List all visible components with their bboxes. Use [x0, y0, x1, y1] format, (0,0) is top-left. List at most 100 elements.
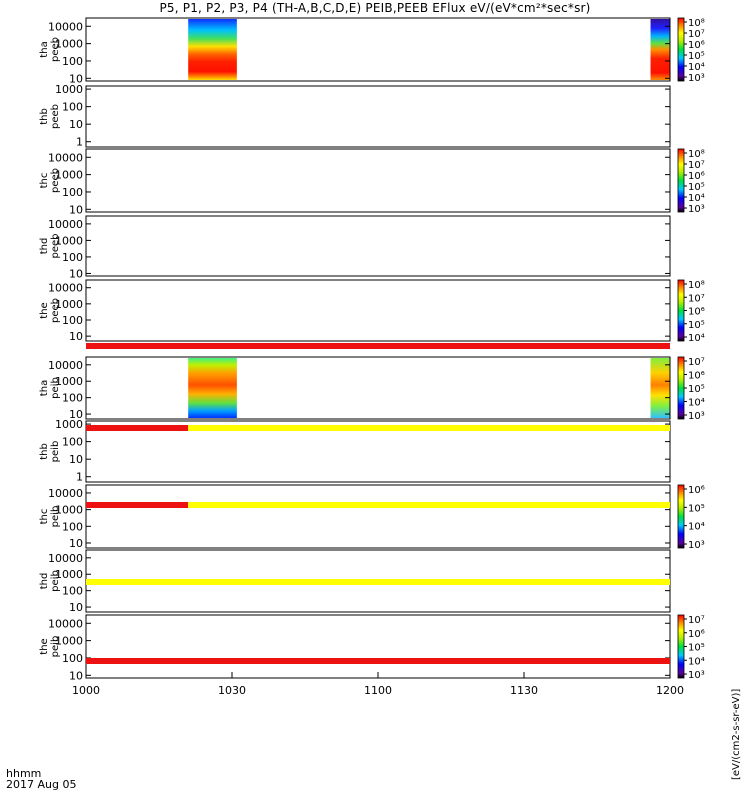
y-tick-label: 1000	[55, 375, 83, 388]
y-tick-label: 1	[76, 136, 83, 149]
colorbar-tick-label: 10⁴	[688, 656, 705, 667]
panel-probe-label: thd	[39, 573, 50, 590]
y-tick-label: 100	[62, 652, 83, 665]
panel-frame	[85, 420, 671, 483]
colorbar-tick-label: 10⁸	[688, 149, 705, 160]
panel-tha-peib: 10000 1000 100 10 tha peib 10⁷ 10⁶ 10⁵ 10⁴ 10³	[39, 356, 705, 422]
y-tick-label: 10000	[48, 20, 83, 33]
panel-product-label: peeb	[50, 298, 61, 323]
status-bar	[86, 343, 670, 349]
y-tick-label: 10000	[48, 552, 83, 565]
colorbar-tick-label: 10⁶	[688, 307, 705, 318]
colorbar-tick-label: 10⁴	[688, 398, 705, 409]
panel-product-label: peeb	[50, 37, 61, 62]
panel-frame	[85, 484, 671, 549]
panel-frame	[85, 215, 671, 277]
spectrogram-block	[188, 19, 237, 80]
colorbar-tick-label: 10⁴	[688, 522, 705, 533]
colorbar-tick-label: 10⁴	[688, 333, 705, 344]
colorbar-tick-label: 10⁷	[688, 293, 705, 304]
x-tick-label: 1200	[656, 684, 684, 697]
colorbar-tick-label: 10³	[688, 670, 705, 681]
panel-frame	[85, 279, 671, 342]
panel-probe-label: tha	[39, 41, 50, 57]
y-tick-label: 10000	[48, 151, 83, 164]
y-tick-label: 1000	[55, 568, 83, 581]
status-bar-segment	[86, 425, 189, 431]
y-tick-label: 10	[69, 72, 83, 85]
y-tick-label: 10000	[48, 487, 83, 500]
panel-frame	[85, 148, 671, 213]
y-tick-label: 10	[69, 601, 83, 614]
status-bar-segment	[86, 343, 670, 349]
x-tick-label: 1030	[218, 684, 246, 697]
colorbar	[677, 279, 685, 342]
colorbar-tick-label: 10³	[688, 204, 705, 215]
y-tick-label: 100	[62, 392, 83, 405]
x-tick-label: 1130	[510, 684, 538, 697]
y-tick-label: 10000	[48, 359, 83, 372]
colorbar-tick-label: 10⁴	[688, 193, 705, 204]
panel-probe-label: thb	[39, 443, 50, 460]
spectrogram-block	[188, 358, 237, 418]
y-tick-label: 1000	[55, 298, 83, 311]
colorbar-tick-label: 10⁵	[688, 320, 705, 331]
y-tick-label: 1	[76, 471, 83, 484]
y-tick-label: 100	[62, 186, 83, 199]
y-tick-label: 100	[62, 314, 83, 327]
panel-thb-peeb: 1000 100 10 1 thb peeb	[39, 83, 671, 149]
panel-product-label: peeb	[50, 168, 61, 193]
y-tick-label: 100	[62, 585, 83, 598]
panel-thb-peib: 1000 100 10 1 thb peib	[39, 418, 671, 484]
y-tick-label: 1000	[55, 38, 83, 51]
y-tick-label: 1000	[55, 635, 83, 648]
panel-probe-label: the	[39, 302, 50, 318]
colorbar-tick-label: 10⁷	[688, 29, 705, 40]
colorbar-tick-label: 10⁶	[688, 485, 705, 496]
panel-thd-peeb: 10000 1000 100 10 thd peeb	[39, 215, 671, 280]
status-bar-segment	[188, 502, 670, 508]
x-tick-label: 1000	[72, 684, 100, 697]
x-tick-label: 1100	[364, 684, 392, 697]
colorbar-tick-label: 10⁸	[688, 18, 705, 29]
y-tick-label: 10000	[48, 617, 83, 630]
panel-probe-label: thb	[39, 108, 50, 125]
y-tick-label: 1000	[55, 234, 83, 247]
colorbar-tick-label: 10³	[688, 73, 705, 84]
status-bar-segment	[86, 579, 670, 585]
status-bar	[86, 425, 670, 431]
colorbar-tick-label: 10³	[688, 411, 705, 422]
y-tick-label: 1000	[55, 504, 83, 517]
panel-product-label: peib	[50, 506, 61, 528]
panel-probe-label: thc	[39, 173, 50, 189]
panel-frame	[85, 85, 671, 148]
y-tick-label: 100	[62, 55, 83, 68]
y-tick-label: 1000	[55, 418, 83, 431]
panel-product-label: peib	[50, 441, 61, 463]
panel-probe-label: thc	[39, 509, 50, 525]
panel-product-label: peeb	[50, 234, 61, 259]
panel-probe-label: tha	[39, 380, 50, 396]
y-tick-label: 10	[69, 669, 83, 682]
y-tick-label: 10000	[48, 282, 83, 295]
colorbar-tick-label: 10⁶	[688, 371, 705, 382]
colorbar-tick-label: 10⁵	[688, 643, 705, 654]
panel-product-label: peib	[50, 636, 61, 658]
date-label: 2017 Aug 05	[6, 778, 77, 791]
colorbar-tick-label: 10⁵	[688, 384, 705, 395]
colorbar-tick-label: 10⁶	[688, 171, 705, 182]
colorbar-tick-label: 10⁵	[688, 51, 705, 62]
y-tick-label: 100	[62, 101, 83, 114]
colorbar-tick-label: 10⁵	[688, 182, 705, 193]
y-tick-label: 10	[69, 408, 83, 421]
y-tick-label: 10	[69, 537, 83, 550]
status-bar	[86, 502, 670, 508]
status-bar-segment	[188, 425, 670, 431]
y-tick-label: 100	[62, 520, 83, 533]
panel-product-label: peib	[50, 377, 61, 399]
colorbar-tick-label: 10³	[688, 540, 705, 551]
colorbar-tick-label: 10⁵	[688, 503, 705, 514]
y-tick-label: 10	[69, 453, 83, 466]
panel-frame	[85, 17, 671, 82]
